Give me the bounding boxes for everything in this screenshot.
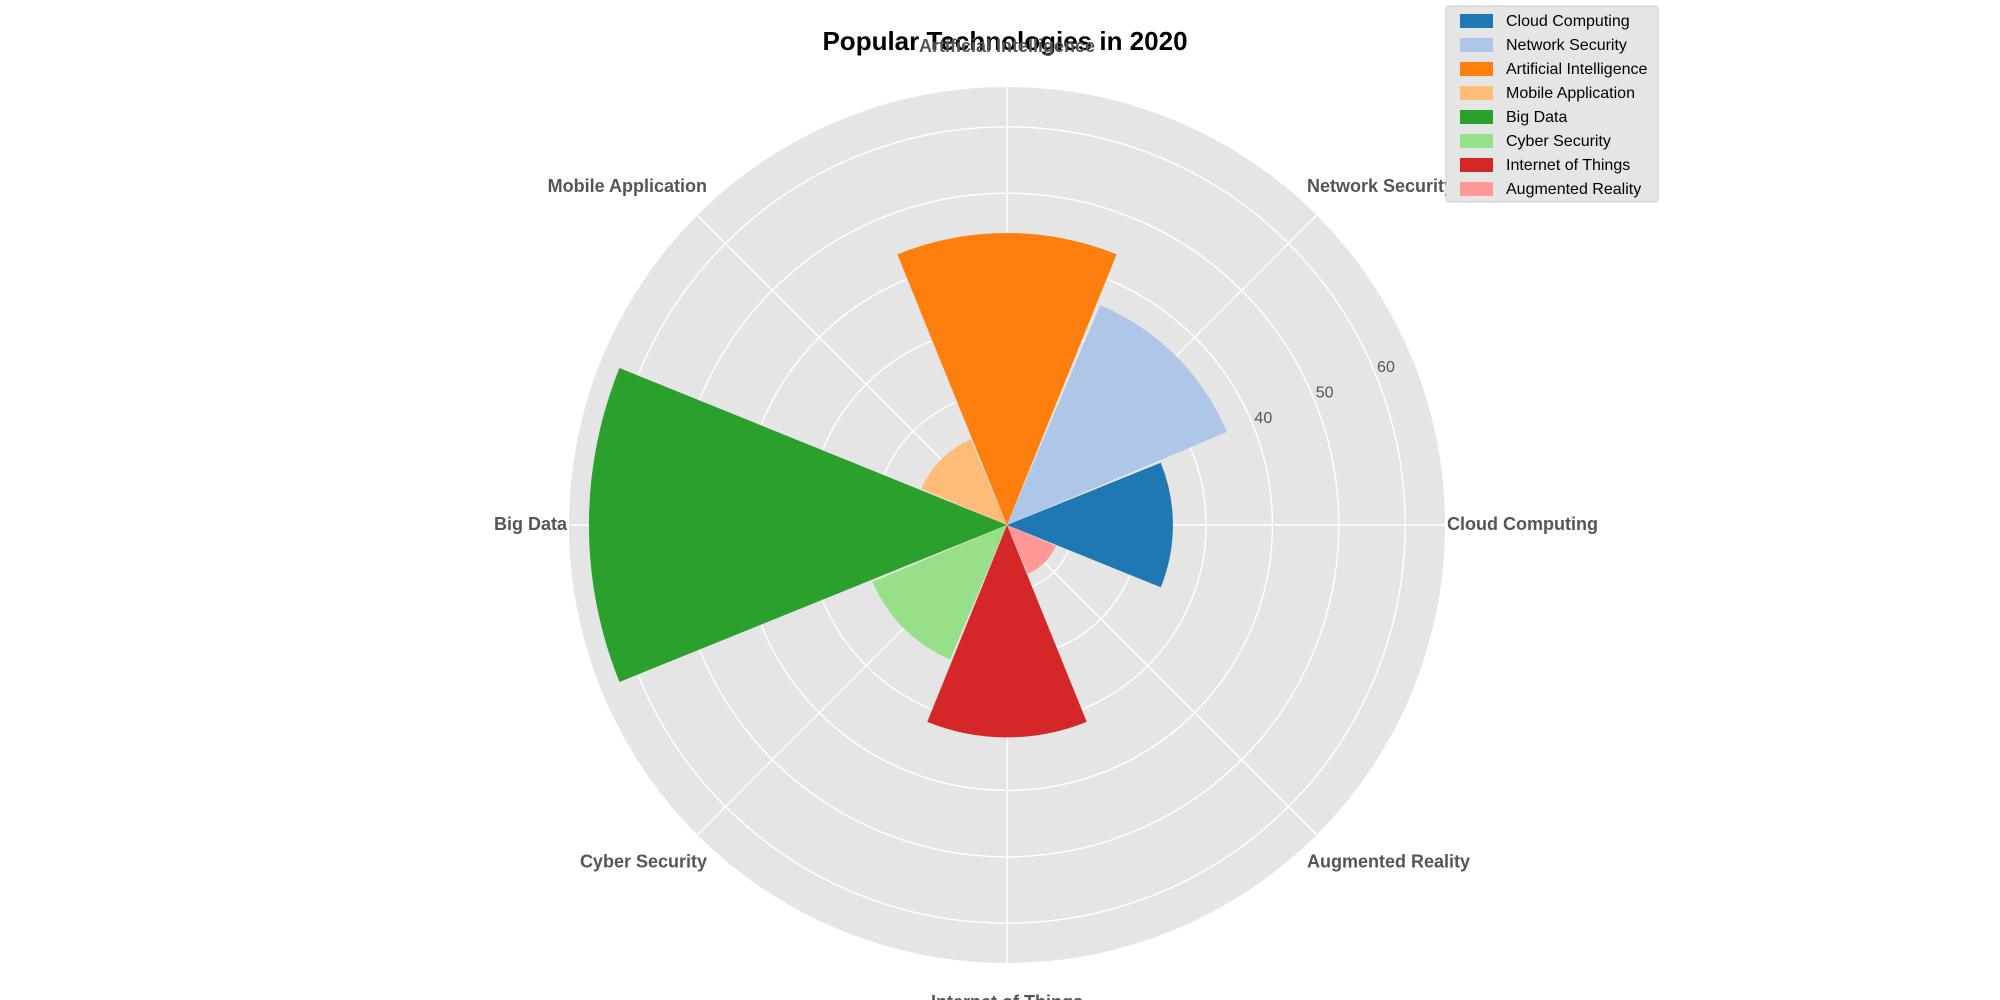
legend-label: Mobile Application bbox=[1506, 85, 1635, 102]
legend-label: Cloud Computing bbox=[1506, 13, 1630, 30]
radial-tick-labels: 40 50 60 bbox=[1254, 359, 1395, 427]
category-label: Internet of Things bbox=[931, 992, 1083, 1000]
legend-swatch bbox=[1460, 14, 1493, 28]
r-tick-label: 40 bbox=[1254, 410, 1272, 427]
bar-internet-of-things bbox=[927, 525, 1087, 738]
bar-mobile-application bbox=[921, 439, 1007, 525]
category-label: Artificial Intelligence bbox=[919, 36, 1095, 56]
legend-swatch bbox=[1460, 158, 1493, 172]
bar-cloud-computing bbox=[1007, 462, 1173, 588]
bar-cyber-security bbox=[872, 525, 1007, 660]
bar-big-data bbox=[588, 368, 1007, 682]
grid-spoke bbox=[1006, 524, 1318, 836]
category-label: Network Security bbox=[1307, 176, 1454, 196]
category-label: Cyber Security bbox=[580, 852, 707, 872]
legend: Cloud Computing Network Security Artificia… bbox=[1445, 5, 1659, 203]
legend-swatch bbox=[1460, 182, 1493, 196]
legend-swatch bbox=[1460, 38, 1493, 52]
legend-label: Big Data bbox=[1506, 109, 1567, 126]
legend-label: Network Security bbox=[1506, 37, 1627, 54]
legend-label: Augmented Reality bbox=[1506, 181, 1641, 198]
legend-frame bbox=[1445, 5, 1659, 203]
category-label: Cloud Computing bbox=[1447, 514, 1598, 534]
bar-group bbox=[588, 233, 1227, 738]
chart-title: Popular Technologies in 2020 bbox=[822, 26, 1187, 56]
r-tick-label: 60 bbox=[1377, 359, 1395, 376]
r-tick-label: 50 bbox=[1316, 385, 1334, 402]
legend-swatch bbox=[1460, 62, 1493, 76]
category-label: Big Data bbox=[494, 514, 568, 534]
legend-label: Artificial Intelligence bbox=[1506, 61, 1648, 78]
legend-label: Internet of Things bbox=[1506, 157, 1630, 174]
legend-swatch bbox=[1460, 110, 1493, 124]
category-label: Augmented Reality bbox=[1307, 852, 1470, 872]
legend-items: Cloud Computing Network Security Artificia… bbox=[1460, 13, 1648, 198]
legend-swatch bbox=[1460, 134, 1493, 148]
legend-label: Cyber Security bbox=[1506, 133, 1611, 150]
legend-swatch bbox=[1460, 86, 1493, 100]
category-label: Mobile Application bbox=[548, 176, 707, 196]
bar-network-security bbox=[1007, 305, 1227, 525]
bar-artificial-intelligence bbox=[897, 233, 1117, 525]
category-labels: Cloud Computing Network Security Artificia… bbox=[494, 36, 1598, 1000]
bar-augmented-reality bbox=[1007, 525, 1056, 574]
